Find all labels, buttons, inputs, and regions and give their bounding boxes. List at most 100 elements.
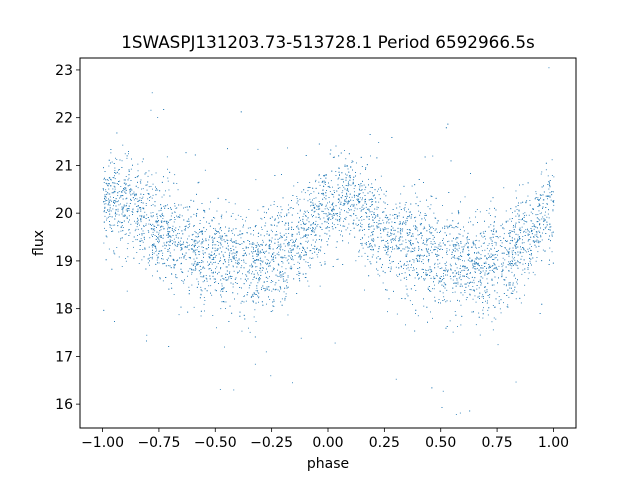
data-point [120, 230, 122, 232]
data-point [509, 261, 511, 262]
data-point [114, 175, 115, 177]
data-point [397, 248, 399, 249]
data-point [218, 223, 220, 225]
data-point [523, 242, 525, 244]
data-point [455, 226, 457, 228]
data-point [478, 252, 480, 254]
data-point [180, 263, 182, 265]
data-point [452, 249, 454, 250]
data-point [264, 256, 266, 258]
data-point [464, 292, 466, 293]
data-point [156, 213, 158, 215]
data-point [436, 275, 438, 277]
data-point [397, 227, 399, 229]
data-point [381, 240, 382, 242]
data-point [518, 229, 520, 230]
data-point [171, 240, 173, 241]
data-point [256, 242, 258, 244]
data-point [337, 178, 339, 180]
data-point [239, 244, 241, 245]
data-point [125, 184, 126, 186]
data-point [200, 231, 202, 233]
data-point [543, 218, 545, 220]
data-point [244, 318, 246, 320]
data-point [536, 257, 538, 258]
data-point [114, 188, 116, 190]
data-point [509, 218, 511, 220]
data-point [112, 188, 114, 190]
data-point [478, 316, 480, 318]
data-point [348, 223, 350, 225]
data-point [312, 227, 314, 229]
data-point [210, 285, 212, 287]
data-point [419, 214, 421, 216]
data-point [201, 276, 203, 278]
data-point [282, 262, 284, 264]
data-point [490, 256, 492, 257]
data-point [327, 202, 328, 204]
data-point [385, 195, 387, 197]
data-point [246, 247, 247, 249]
data-point [252, 255, 254, 257]
data-point [234, 203, 236, 205]
data-point [222, 278, 224, 279]
data-point [305, 215, 307, 217]
data-point [122, 195, 124, 197]
data-point [129, 191, 131, 192]
data-point [438, 245, 440, 247]
data-point [171, 287, 173, 289]
data-point [214, 228, 216, 230]
data-point [345, 216, 347, 218]
data-point [519, 236, 520, 237]
data-point [486, 267, 487, 269]
data-point [460, 265, 461, 267]
data-point [284, 239, 286, 241]
data-point [507, 306, 509, 308]
data-point [267, 271, 268, 273]
data-point [211, 251, 213, 253]
data-point [515, 245, 517, 247]
data-point [321, 181, 323, 183]
data-point [394, 248, 396, 250]
data-point [512, 254, 513, 256]
data-point [347, 168, 349, 170]
data-point [547, 213, 549, 215]
data-point [281, 266, 283, 268]
data-point [138, 205, 139, 207]
data-point [175, 230, 176, 231]
data-point [429, 271, 431, 273]
data-point [361, 206, 363, 208]
data-point [330, 149, 332, 151]
data-point [118, 191, 120, 192]
data-point [450, 224, 452, 226]
data-point [339, 200, 341, 202]
data-point [416, 272, 418, 274]
data-point [284, 280, 286, 282]
data-point [245, 246, 247, 248]
data-point [216, 248, 218, 250]
data-point [240, 237, 242, 239]
data-point [344, 203, 346, 205]
data-point [364, 252, 366, 254]
data-point [531, 220, 533, 222]
data-point [358, 202, 360, 204]
data-point [528, 214, 530, 216]
data-point [252, 252, 254, 254]
data-point [324, 174, 326, 176]
data-point [169, 195, 171, 197]
data-point [487, 282, 489, 284]
data-point [487, 245, 489, 246]
data-point [455, 264, 457, 265]
data-point [170, 255, 172, 257]
data-point [440, 281, 442, 282]
data-point [372, 233, 374, 235]
data-point [186, 246, 188, 248]
data-point [409, 214, 410, 216]
data-point [478, 295, 480, 297]
data-point [260, 260, 262, 262]
data-point [229, 240, 231, 241]
data-point [126, 183, 127, 185]
data-point [185, 229, 186, 231]
data-point [235, 282, 237, 283]
